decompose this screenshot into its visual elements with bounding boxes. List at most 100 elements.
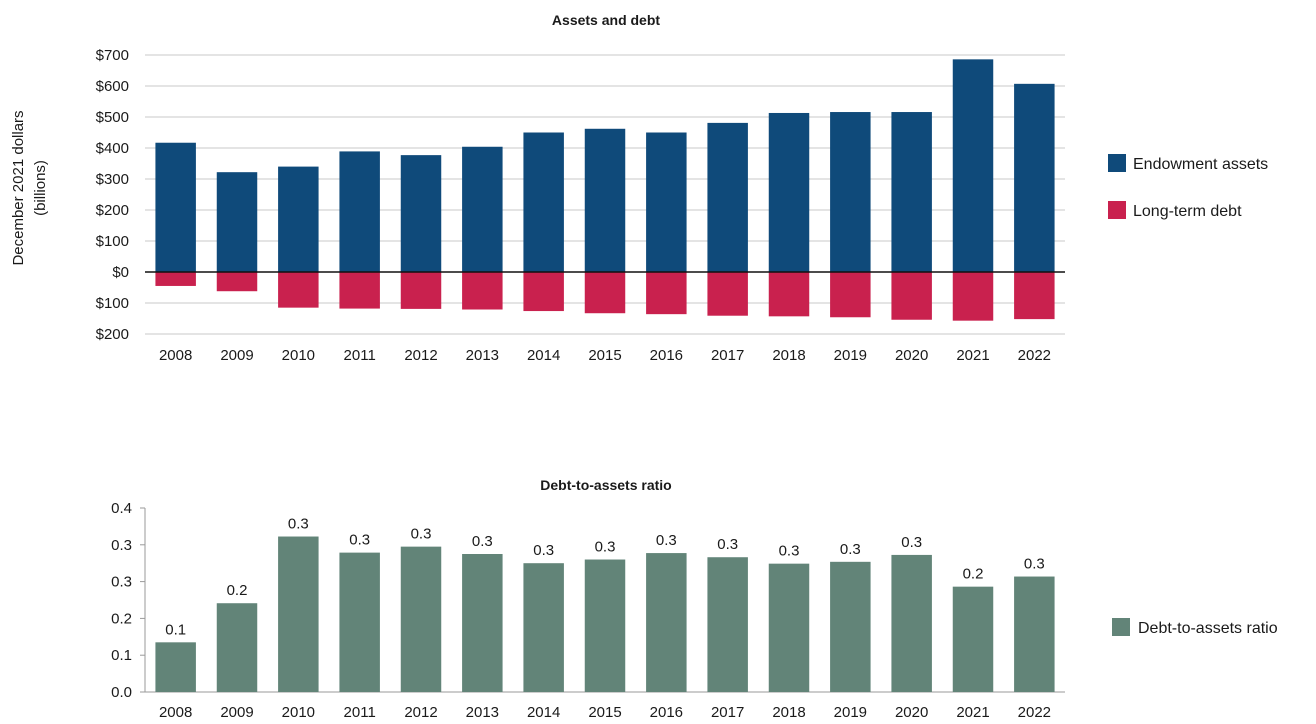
chart2-xtick-label: 2015 (588, 704, 621, 721)
debt-to-assets-data-label: 0.3 (779, 543, 800, 560)
debt-to-assets-bar (952, 586, 994, 692)
endowment-assets-bar (1014, 83, 1055, 272)
endowment-assets-bar (339, 151, 380, 272)
long-term-debt-bar (584, 272, 626, 314)
endowment-assets-bar (278, 166, 319, 272)
legend-swatch-endowment-assets (1108, 154, 1126, 172)
chart1-xtick-label: 2018 (772, 347, 805, 364)
debt-to-assets-bar (278, 536, 319, 692)
long-term-debt-bar (155, 272, 196, 286)
chart2-xtick-label: 2022 (1018, 704, 1051, 721)
long-term-debt-bar (646, 272, 687, 315)
chart2-ytick-label: 0.1 (111, 647, 132, 664)
long-term-debt-bar (952, 272, 994, 321)
chart2-ytick-label: 0.3 (111, 574, 132, 591)
endowment-assets-bar (830, 112, 871, 272)
long-term-debt-bar (768, 272, 810, 317)
chart2-title: Debt-to-assets ratio (540, 477, 671, 493)
debt-to-assets-bar (523, 563, 564, 692)
chart2-xtick-label: 2021 (956, 704, 989, 721)
endowment-assets-bar (646, 132, 687, 272)
chart2-xtick-label: 2012 (404, 704, 437, 721)
chart2-xtick-label: 2020 (895, 704, 928, 721)
debt-to-assets-data-label: 0.1 (165, 621, 186, 638)
long-term-debt-bar (278, 272, 319, 308)
chart2-ytick-label: 0.2 (111, 610, 132, 627)
long-term-debt-bar (1014, 272, 1055, 320)
debt-to-assets-data-label: 0.3 (1024, 556, 1045, 573)
chart1-ytick-label: $200 (96, 326, 129, 343)
debt-to-assets-bar (891, 554, 932, 692)
debt-to-assets-bar (155, 642, 196, 692)
long-term-debt-bar (891, 272, 932, 320)
chart1-ytick-label: $200 (96, 202, 129, 219)
chart2-xtick-label: 2018 (772, 704, 805, 721)
debt-to-assets-bar (768, 563, 810, 692)
chart1-ytick-label: $700 (96, 47, 129, 64)
debt-to-assets-bar (707, 557, 748, 692)
endowment-assets-bar (400, 155, 442, 272)
chart1-title: Assets and debt (552, 12, 660, 28)
chart2-xtick-label: 2013 (466, 704, 499, 721)
long-term-debt-bar (830, 272, 871, 318)
chart2-ytick-label: 0.3 (111, 537, 132, 554)
chart2-xtick-label: 2017 (711, 704, 744, 721)
legend-swatch-long-term-debt (1108, 201, 1126, 219)
long-term-debt-bar (462, 272, 503, 310)
chart1-ytick-label: $100 (96, 295, 129, 312)
debt-to-assets-data-label: 0.3 (288, 516, 309, 533)
endowment-assets-bar (952, 59, 994, 273)
debt-to-assets-data-label: 0.3 (840, 541, 861, 558)
chart2-xtick-label: 2008 (159, 704, 192, 721)
debt-to-assets-bar (462, 554, 503, 692)
debt-to-assets-bar (584, 559, 626, 692)
debt-to-assets-data-label: 0.3 (411, 526, 432, 543)
endowment-assets-bar (584, 128, 626, 272)
chart2-xtick-label: 2019 (834, 704, 867, 721)
endowment-assets-bar (707, 122, 748, 272)
debt-to-assets-bar (646, 553, 687, 692)
debt-to-assets-data-label: 0.3 (533, 542, 554, 559)
chart1-xtick-label: 2019 (834, 347, 867, 364)
debt-to-assets-data-label: 0.3 (717, 536, 738, 553)
chart1-xtick-label: 2011 (344, 347, 376, 364)
debt-to-assets-bar (830, 561, 871, 692)
chart1-ytick-label: $400 (96, 140, 129, 157)
chart1-ylabel-line1: December 2021 dollars (10, 110, 27, 265)
chart1-xtick-label: 2016 (650, 347, 683, 364)
legend-label-long-term-debt: Long-term debt (1133, 203, 1242, 220)
debt-to-assets-bar (400, 546, 442, 692)
endowment-assets-bar (523, 132, 564, 272)
debt-to-assets-data-label: 0.2 (963, 566, 984, 583)
long-term-debt-bar (707, 272, 748, 316)
endowment-assets-bar (462, 146, 503, 272)
debt-to-assets-data-label: 0.3 (595, 539, 616, 556)
chart2-xtick-label: 2014 (527, 704, 560, 721)
debt-to-assets-bar (216, 603, 258, 692)
chart1-xtick-label: 2009 (220, 347, 253, 364)
chart2-xtick-label: 2016 (650, 704, 683, 721)
chart1-xtick-label: 2008 (159, 347, 192, 364)
chart1-ytick-label: $500 (96, 109, 129, 126)
chart1-xtick-label: 2010 (282, 347, 315, 364)
chart1-xtick-label: 2017 (711, 347, 744, 364)
chart1-xtick-label: 2022 (1018, 347, 1051, 364)
chart1-ylabel-line2: (billions) (32, 160, 49, 216)
chart1-xtick-label: 2020 (895, 347, 928, 364)
long-term-debt-bar (216, 272, 258, 292)
endowment-assets-bar (216, 172, 258, 272)
chart1-xtick-label: 2015 (588, 347, 621, 364)
debt-to-assets-data-label: 0.3 (656, 532, 677, 549)
chart1-xtick-label: 2012 (404, 347, 437, 364)
chart1-ytick-label: $100 (96, 233, 129, 250)
chart2-xtick-label: 2010 (282, 704, 315, 721)
chart1-xtick-label: 2013 (466, 347, 499, 364)
debt-to-assets-data-label: 0.3 (349, 532, 370, 549)
endowment-assets-bar (768, 112, 810, 272)
long-term-debt-bar (400, 272, 442, 309)
chart1-xtick-label: 2021 (956, 347, 989, 364)
legend-swatch-debt-to-assets-ratio (1112, 618, 1130, 636)
chart2-ytick-label: 0.4 (111, 500, 132, 517)
debt-to-assets-bar (339, 552, 380, 692)
